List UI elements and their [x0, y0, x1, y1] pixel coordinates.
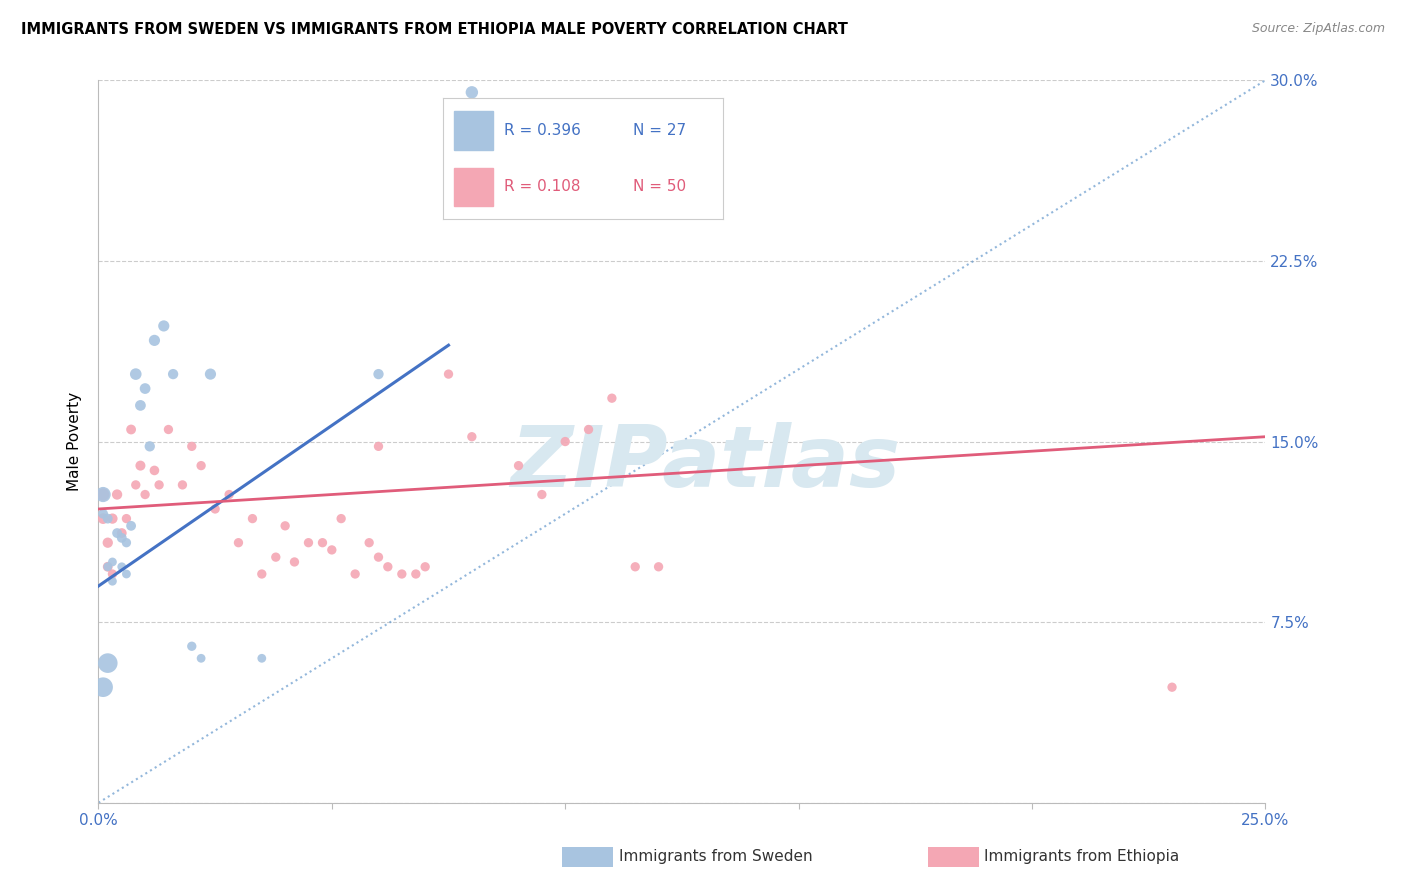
Point	[250, 567, 273, 582]
Point	[111, 531, 134, 545]
Point	[190, 458, 212, 473]
Point	[139, 439, 162, 453]
Point	[162, 367, 184, 381]
Point	[1161, 680, 1184, 694]
Point	[129, 458, 152, 473]
Point	[115, 535, 138, 549]
Point	[367, 367, 389, 381]
Point	[134, 382, 156, 396]
Point	[152, 318, 174, 333]
Point	[101, 555, 124, 569]
Point	[600, 391, 623, 405]
Point	[578, 422, 600, 436]
Text: ZIPatlas: ZIPatlas	[510, 422, 900, 505]
Point	[242, 511, 264, 525]
Text: R = 0.108: R = 0.108	[505, 178, 581, 194]
Point	[624, 559, 647, 574]
Point	[228, 535, 250, 549]
Text: N = 50: N = 50	[633, 178, 686, 194]
Point	[508, 458, 530, 473]
Point	[125, 367, 148, 381]
Point	[647, 559, 669, 574]
Point	[101, 574, 124, 589]
Point	[321, 542, 343, 557]
Point	[148, 478, 170, 492]
Point	[405, 567, 427, 582]
Point	[97, 535, 120, 549]
Point	[101, 511, 124, 525]
Point	[105, 487, 128, 501]
Point	[172, 478, 194, 492]
Point	[330, 511, 353, 525]
Point	[91, 487, 114, 501]
Bar	[454, 112, 494, 150]
Point	[115, 567, 138, 582]
Text: N = 27: N = 27	[633, 123, 686, 138]
Point	[367, 439, 389, 453]
Point	[143, 334, 166, 348]
Point	[554, 434, 576, 449]
Point	[274, 518, 297, 533]
Bar	[454, 168, 494, 206]
Text: Immigrants from Ethiopia: Immigrants from Ethiopia	[984, 849, 1180, 863]
Point	[250, 651, 273, 665]
Point	[143, 463, 166, 477]
Point	[218, 487, 240, 501]
Point	[264, 550, 287, 565]
Point	[297, 535, 319, 549]
Point	[111, 559, 134, 574]
Point	[97, 656, 120, 670]
Text: IMMIGRANTS FROM SWEDEN VS IMMIGRANTS FROM ETHIOPIA MALE POVERTY CORRELATION CHAR: IMMIGRANTS FROM SWEDEN VS IMMIGRANTS FRO…	[21, 22, 848, 37]
Point	[359, 535, 381, 549]
Point	[125, 478, 148, 492]
Point	[91, 487, 114, 501]
Y-axis label: Male Poverty: Male Poverty	[67, 392, 83, 491]
Point	[283, 555, 305, 569]
Point	[97, 511, 120, 525]
Point	[377, 559, 399, 574]
Point	[105, 526, 128, 541]
Point	[157, 422, 180, 436]
Point	[200, 367, 222, 381]
Point	[134, 487, 156, 501]
Point	[461, 85, 484, 99]
Point	[97, 559, 120, 574]
Point	[190, 651, 212, 665]
Point	[311, 535, 333, 549]
Point	[530, 487, 553, 501]
Point	[91, 680, 114, 694]
Point	[120, 518, 142, 533]
Text: Source: ZipAtlas.com: Source: ZipAtlas.com	[1251, 22, 1385, 36]
Point	[484, 174, 506, 188]
Point	[180, 639, 202, 653]
Point	[115, 511, 138, 525]
Text: Immigrants from Sweden: Immigrants from Sweden	[619, 849, 813, 863]
Point	[367, 550, 389, 565]
Point	[391, 567, 413, 582]
Point	[91, 511, 114, 525]
Point	[204, 502, 226, 516]
Point	[91, 507, 114, 521]
Point	[101, 567, 124, 582]
Point	[344, 567, 367, 582]
Text: R = 0.396: R = 0.396	[505, 123, 581, 138]
Point	[180, 439, 202, 453]
Point	[413, 559, 436, 574]
Point	[437, 367, 460, 381]
Point	[97, 559, 120, 574]
Point	[129, 398, 152, 412]
Point	[111, 526, 134, 541]
Point	[461, 430, 484, 444]
Point	[120, 422, 142, 436]
